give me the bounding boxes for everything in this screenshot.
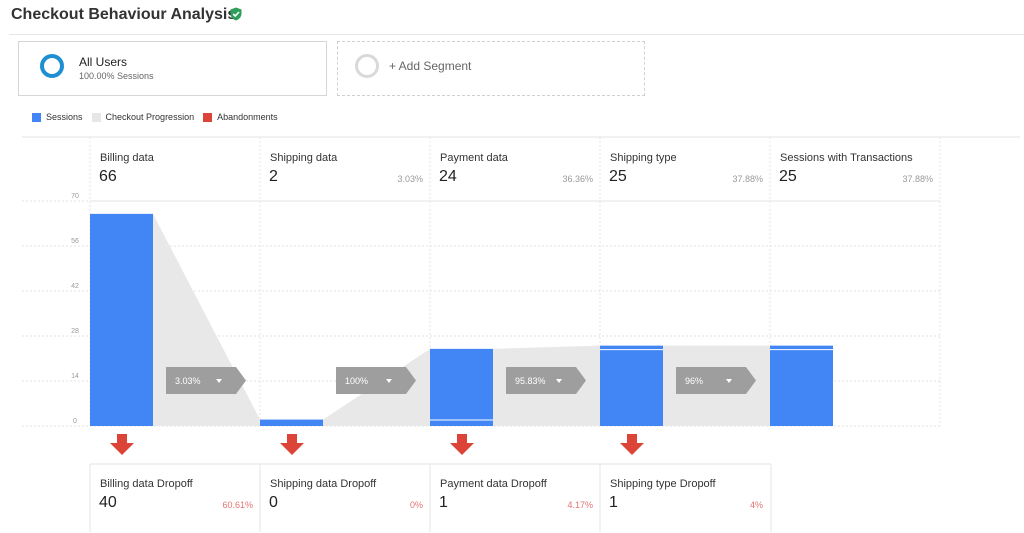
legend-swatch-progression <box>91 112 101 122</box>
caret-down-icon[interactable] <box>556 379 562 383</box>
progression-badge-label: 3.03% <box>175 376 201 386</box>
y-tick-label: 14 <box>71 373 79 380</box>
step-value: 66 <box>99 168 117 185</box>
progression-badge[interactable] <box>166 367 246 394</box>
dropoff-percent: 60.61% <box>222 500 253 510</box>
dropoff-value: 1 <box>439 494 448 511</box>
legend-swatch-sessions <box>32 112 41 122</box>
legend-item-progression: Checkout Progression <box>91 112 195 122</box>
abandonment-arrow-icon[interactable] <box>620 434 644 455</box>
step-label: Shipping type <box>610 152 677 164</box>
dropoff-label: Shipping type Dropoff <box>610 478 716 490</box>
step-value: 2 <box>269 168 278 185</box>
chart-legend: Sessions Checkout Progression Abandonmen… <box>32 112 287 122</box>
empty-segment-ring-icon <box>355 54 379 78</box>
report-header: Checkout Behaviour Analysis <box>0 0 1024 34</box>
step-percent: 36.36% <box>562 174 593 184</box>
step-value: 25 <box>779 168 797 185</box>
step-label: Shipping data <box>270 152 338 164</box>
step-percent: 3.03% <box>397 174 423 184</box>
segment-name: All Users <box>79 55 128 69</box>
y-tick-label: 42 <box>71 283 79 290</box>
legend-label-sessions: Sessions <box>46 112 83 122</box>
dropoff-label: Payment data Dropoff <box>440 478 547 490</box>
segment-all-users[interactable]: All Users 100.00% Sessions <box>18 41 327 96</box>
y-tick-label: 28 <box>71 328 79 335</box>
dropoff-value: 1 <box>609 494 618 511</box>
step-label: Sessions with Transactions <box>780 152 913 164</box>
y-tick-label: 70 <box>71 193 79 200</box>
add-segment-label: + Add Segment <box>389 59 472 73</box>
step-label: Payment data <box>440 152 508 164</box>
step-label: Billing data <box>100 152 154 164</box>
progression-badge-label: 100% <box>345 376 368 386</box>
legend-swatch-abandonments <box>203 112 213 122</box>
dropoff-percent: 4% <box>749 500 763 510</box>
segment-subtitle: 100.00% Sessions <box>79 71 154 81</box>
progression-badge[interactable] <box>506 367 586 394</box>
caret-down-icon[interactable] <box>216 379 222 383</box>
caret-down-icon[interactable] <box>386 379 392 383</box>
sessions-bar <box>430 348 493 426</box>
step-percent: 37.88% <box>732 174 763 184</box>
dropoff-percent: 4.17% <box>567 500 593 510</box>
progression-badge-label: 95.83% <box>515 376 546 386</box>
legend-label-abandonments: Abandonments <box>217 112 278 122</box>
step-value: 25 <box>609 168 627 185</box>
legend-item-sessions: Sessions <box>32 112 83 122</box>
page-title: Checkout Behaviour Analysis <box>11 6 237 23</box>
dropoff-value: 40 <box>99 494 117 511</box>
progression-badge[interactable] <box>676 367 756 394</box>
dropoff-label: Shipping data Dropoff <box>270 478 377 490</box>
y-tick-label: 0 <box>73 418 77 425</box>
sessions-bar <box>260 419 323 426</box>
progression-badge-label: 96% <box>685 376 703 386</box>
dropoff-percent: 0% <box>409 500 423 510</box>
legend-label-progression: Checkout Progression <box>105 112 195 122</box>
progression-badge[interactable] <box>336 367 416 394</box>
abandonment-arrow-icon[interactable] <box>110 434 134 455</box>
segment-ring-icon <box>40 54 64 78</box>
dropoff-label: Billing data Dropoff <box>100 478 193 490</box>
y-tick-label: 56 <box>71 238 79 245</box>
step-value: 24 <box>439 168 457 185</box>
add-segment-button[interactable]: + Add Segment <box>337 41 645 96</box>
sessions-bar <box>770 345 833 426</box>
dropoff-value: 0 <box>269 494 278 511</box>
verified-shield-icon <box>230 7 242 21</box>
step-percent: 37.88% <box>902 174 933 184</box>
caret-down-icon[interactable] <box>726 379 732 383</box>
legend-item-abandonments: Abandonments <box>203 112 278 122</box>
abandonment-arrow-icon[interactable] <box>450 434 474 455</box>
sessions-bar <box>90 213 153 426</box>
abandonment-arrow-icon[interactable] <box>280 434 304 455</box>
sessions-bar <box>600 345 663 426</box>
